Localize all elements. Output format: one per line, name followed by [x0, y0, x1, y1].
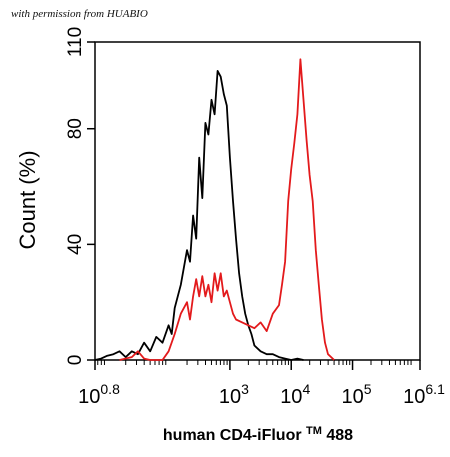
- y-tick-label: 40: [65, 234, 86, 255]
- y-tick-label: 80: [65, 118, 86, 139]
- x-axis-ticks: 100.8 103 104 105 106.1: [78, 360, 445, 408]
- x-axis-label-main: human CD4-iFluor: [163, 427, 302, 444]
- x-tick-label: 100.8: [78, 381, 120, 408]
- x-tick-label: 104: [280, 381, 310, 408]
- y-tick-label: 0: [65, 355, 86, 366]
- y-tick-label: 110: [65, 27, 86, 57]
- y-axis-ticks: 0 40 80 110: [65, 27, 95, 365]
- histogram-series-2: [119, 58, 335, 361]
- x-tick-label: 105: [342, 381, 372, 408]
- histogram-series-1: [94, 70, 304, 361]
- plot-frame: [94, 41, 421, 361]
- x-axis-label: human CD4-iFluor TM 488: [163, 421, 353, 444]
- y-axis-label: Count (%): [15, 150, 40, 249]
- x-axis-label-end: 488: [326, 427, 353, 444]
- x-tick-label: 103: [219, 381, 249, 408]
- watermark-text: with permission from HUABIO: [11, 8, 148, 20]
- x-tick-label: 106.1: [403, 381, 445, 408]
- x-axis-label-sup: TM: [306, 425, 322, 437]
- series-layer: [94, 58, 335, 361]
